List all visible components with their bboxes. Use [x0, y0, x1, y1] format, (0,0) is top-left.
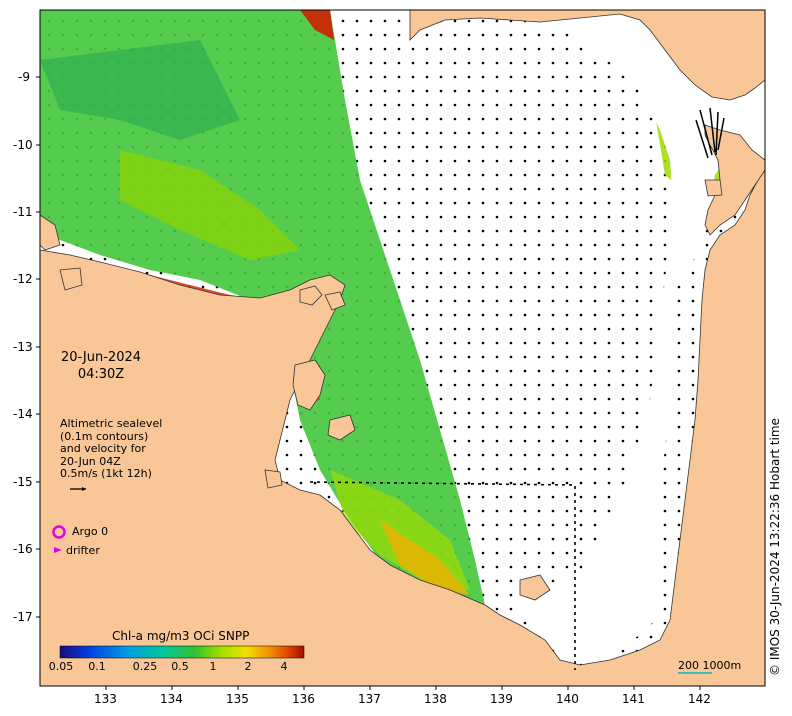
y-tick-10: -10	[13, 138, 33, 152]
x-tick-134: 134	[160, 692, 183, 706]
colorbar-tick: 0.5	[171, 660, 189, 673]
x-tick-138: 138	[424, 692, 447, 706]
x-tick-133: 133	[94, 692, 117, 706]
y-tick-15: -15	[13, 475, 33, 489]
colorbar	[59, 645, 305, 659]
x-tick-139: 139	[490, 692, 513, 706]
colorbar-tick: 0.25	[132, 660, 158, 673]
colorbar-tick: 0.1	[88, 660, 106, 673]
datetime-label: 20-Jun-2024 04:30Z	[52, 349, 150, 383]
y-tick-12: -12	[13, 272, 33, 286]
argo-legend-label: Argo 0	[72, 525, 109, 538]
info-line: 20-Jun 04Z	[60, 454, 121, 468]
credit-text: © IMOS 30-Jun-2024 13:22:36 Hobart time	[768, 418, 782, 676]
land	[39, 9, 766, 687]
x-tick-136: 136	[292, 692, 315, 706]
y-tick-9: -9	[18, 70, 30, 84]
drifter-legend-label: drifter	[66, 544, 100, 557]
argo-marker-icon	[52, 525, 66, 539]
y-tick-17: -17	[13, 610, 33, 624]
axis-ticks	[36, 76, 701, 690]
x-tick-140: 140	[556, 692, 579, 706]
x-tick-135: 135	[226, 692, 249, 706]
y-tick-16: -16	[13, 542, 33, 556]
x-tick-141: 141	[622, 692, 645, 706]
y-tick-13: -13	[13, 340, 33, 354]
strong-current-arrows	[695, 107, 725, 159]
y-tick-14: -14	[13, 407, 33, 421]
x-tick-142: 142	[688, 692, 711, 706]
y-tick-11: -11	[13, 205, 33, 219]
time-text: 04:30Z	[77, 367, 125, 382]
colorbar-tick: 1	[209, 660, 217, 673]
scale-bar-label: 200 1000m	[678, 659, 742, 672]
info-text: Altimetric sealevel (0.1m contours) and …	[60, 417, 163, 481]
drifter-marker-icon	[54, 547, 62, 553]
info-line: 0.5m/s (1kt 12h)	[60, 467, 152, 481]
info-line: (0.1m contours)	[60, 429, 149, 443]
colorbar-title: Chl-a mg/m3 OCi SNPP	[112, 629, 250, 643]
date-text: 20-Jun-2024	[60, 350, 142, 365]
map-frame	[39, 9, 766, 687]
x-tick-137: 137	[358, 692, 381, 706]
colorbar-tick: 4	[280, 660, 288, 673]
colorbar-tick: 0.05	[48, 660, 74, 673]
colorbar-tick: 2	[244, 660, 252, 673]
info-line: Altimetric sealevel	[60, 417, 163, 430]
info-line: and velocity for	[60, 442, 146, 456]
